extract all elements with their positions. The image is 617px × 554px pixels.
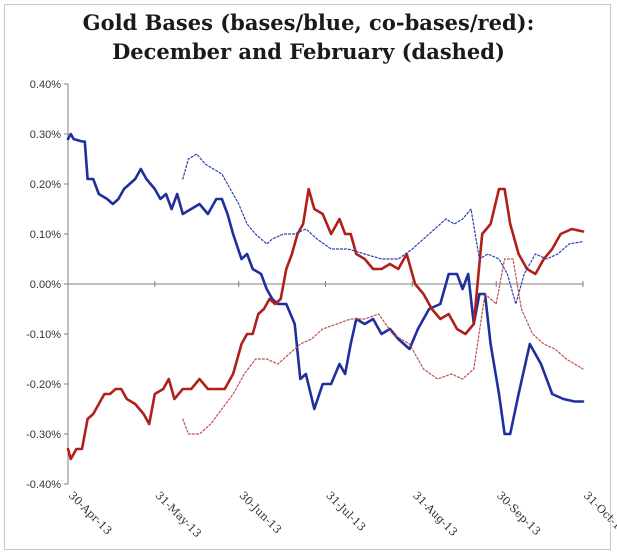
- x-tick-label: 30-Sep-13: [494, 489, 543, 538]
- chart-title: Gold Bases (bases/blue, co-bases/red): D…: [0, 8, 617, 66]
- x-tick-label: 31-May-13: [153, 489, 204, 540]
- y-tick-label: 0.30%: [30, 129, 61, 141]
- chart-frame: [4, 4, 611, 550]
- series-line-feb-cobases: [182, 258, 584, 435]
- chart-title-line-2: December and February (dashed): [112, 39, 505, 64]
- y-tick-label: -0.30%: [26, 429, 61, 441]
- chart-title-line-1: Gold Bases (bases/blue, co-bases/red):: [82, 10, 535, 35]
- y-tick-label: 0.10%: [30, 229, 61, 241]
- chart-axes: [64, 83, 584, 485]
- y-tick-label: -0.20%: [26, 379, 61, 391]
- y-tick-label: -0.10%: [26, 329, 61, 341]
- y-tick-label: 0.00%: [30, 279, 61, 291]
- y-tick-label: -0.40%: [26, 479, 61, 491]
- x-tick-label: 31-Aug-13: [410, 489, 460, 539]
- series-line-feb-bases: [182, 153, 584, 305]
- y-tick-label: 0.20%: [30, 179, 61, 191]
- series-line-dec-cobases: [66, 187, 585, 461]
- chart-series: [66, 132, 585, 461]
- chart-tick-labels: 0.40% 0.30% 0.20% 0.10% 0.00% -0.10% -0.20% -0.…: [26, 79, 617, 540]
- x-tick-label: 31-Oct-13: [581, 489, 617, 537]
- x-tick-label: 31-Jul-13: [323, 489, 368, 534]
- x-tick-label: 30-Apr-13: [66, 489, 115, 538]
- series-line-dec-bases: [66, 132, 585, 436]
- x-tick-label: 30-Jun-13: [237, 489, 284, 536]
- y-tick-label: 0.40%: [30, 79, 61, 91]
